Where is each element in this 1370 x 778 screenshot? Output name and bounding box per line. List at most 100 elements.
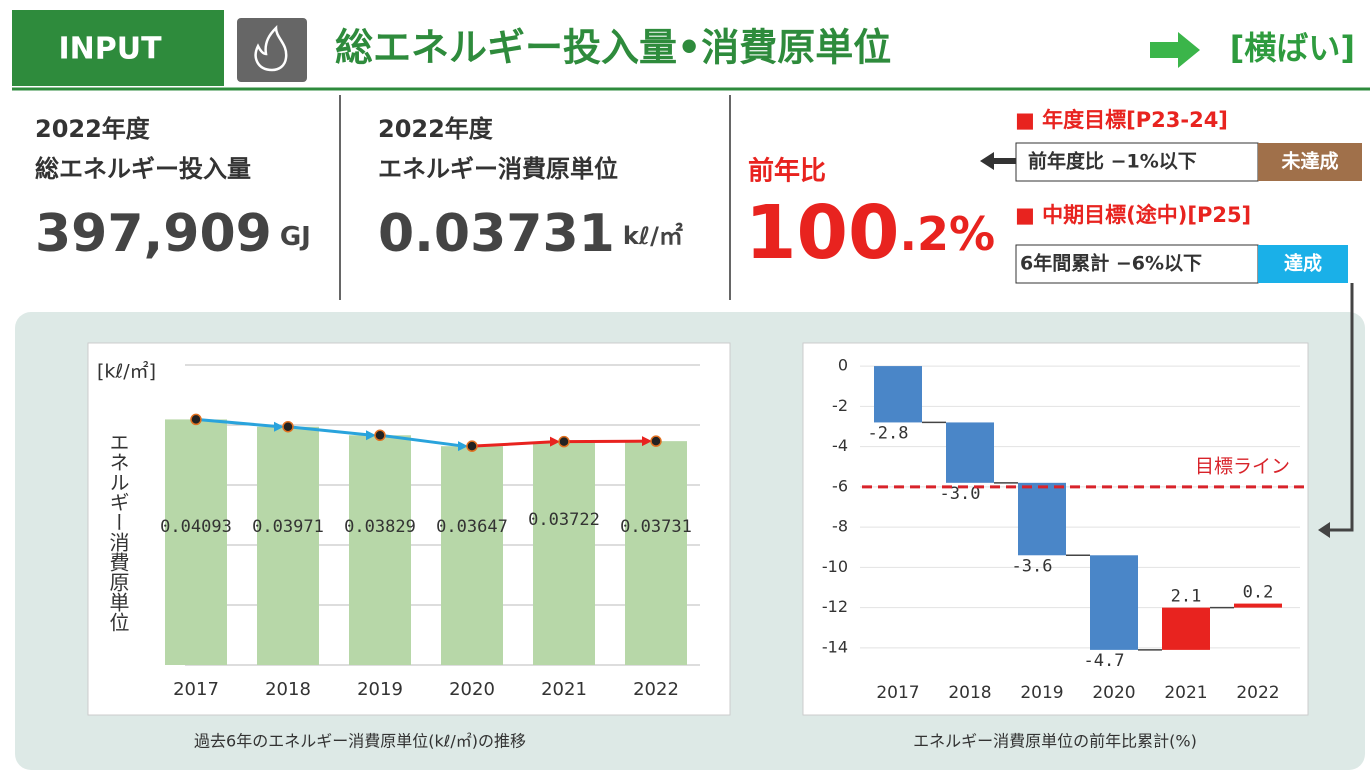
value-label: 0.03731	[620, 517, 692, 537]
x-tick-label: 2019	[1020, 683, 1063, 703]
y-tick-label: -10	[822, 557, 848, 576]
y-tick-label: -4	[832, 436, 848, 455]
line-segment	[471, 440, 557, 448]
x-tick-label: 2017	[876, 683, 919, 703]
line-point	[282, 420, 294, 433]
arrow-left	[980, 152, 1016, 170]
y-tick-label: -2	[832, 396, 848, 415]
line-segment	[195, 417, 281, 429]
value-label: -2.8	[868, 423, 909, 443]
line-arrowhead	[458, 441, 468, 452]
stat-unit: kℓ/㎡	[623, 222, 683, 250]
bar	[165, 419, 227, 665]
stat-unit: GJ	[280, 222, 311, 252]
line-point	[374, 429, 386, 442]
connector-head	[1318, 522, 1330, 538]
x-tick-label: 2021	[1164, 683, 1207, 703]
target-text: 6年間累計 −6%以下	[1020, 252, 1202, 275]
stat-label: エネルギー消費原単位	[378, 155, 618, 183]
bar	[441, 446, 503, 665]
y-tick-label: -12	[822, 597, 848, 616]
x-tick-label: 2021	[541, 679, 587, 700]
stat-number: 0.03731	[378, 204, 615, 264]
bar	[349, 435, 411, 665]
value-label: -4.7	[1084, 651, 1125, 671]
chart-caption: 過去6年のエネルギー消費原単位(kℓ/㎡)の推移	[194, 732, 526, 751]
target-heading: ■ 中期目標(途中)[P25]	[1015, 203, 1251, 227]
x-tick-label: 2020	[1092, 683, 1135, 703]
line-arrowhead	[366, 430, 376, 441]
yoy-rest: .2%	[899, 207, 995, 261]
trend-arrow	[1150, 32, 1200, 68]
connector	[1325, 283, 1354, 532]
bar	[1234, 603, 1282, 608]
status: 未達成	[1280, 150, 1338, 173]
target-heading: ■ 年度目標[P23-24]	[1015, 108, 1228, 132]
x-tick-label: 2018	[265, 679, 311, 700]
line-point	[558, 435, 570, 448]
bar	[1090, 555, 1138, 650]
line-point	[466, 440, 478, 452]
x-tick-label: 2022	[633, 679, 679, 700]
line-point	[190, 413, 202, 426]
trend: [横ばい]	[1230, 29, 1355, 67]
value-label: 0.04093	[160, 517, 232, 537]
header-title: 総エネルギー投入量•消費原単位	[335, 26, 891, 70]
stat-year: 2022年度	[378, 115, 494, 143]
line-segment	[563, 439, 649, 444]
stat-value: 0.03731 kℓ/㎡	[378, 204, 683, 264]
badge: INPUT	[58, 32, 162, 67]
value-label: 0.03722	[528, 510, 600, 530]
y-tick-label: 0	[838, 356, 848, 375]
value-label: 2.1	[1171, 587, 1202, 607]
y-tick-label: -8	[832, 517, 848, 536]
value-label: -3.6	[1012, 556, 1053, 576]
x-tick-label: 2017	[173, 679, 219, 700]
bar	[533, 441, 595, 665]
line-point	[650, 435, 662, 447]
badge-bg	[12, 10, 224, 86]
bar	[1018, 482, 1066, 556]
header-bg	[0, 0, 1370, 88]
icon-bg	[237, 18, 307, 82]
yoy-int: 100	[745, 190, 899, 276]
line-segment	[287, 425, 373, 437]
yoy-label: 前年比	[748, 156, 826, 187]
stat-label: 総エネルギー投入量	[35, 155, 251, 183]
stat-year: 2022年度	[35, 115, 151, 143]
value-label: 0.03971	[252, 517, 324, 537]
stat-number: 397,909	[35, 204, 272, 264]
bar	[874, 366, 922, 423]
value-label: 0.03647	[436, 517, 508, 537]
x-tick-label: 2022	[1236, 683, 1279, 703]
bar	[257, 426, 319, 665]
x-tick-label: 2019	[357, 679, 403, 700]
value-label: -3.0	[940, 484, 981, 504]
bar	[625, 441, 687, 665]
bar	[946, 422, 994, 483]
line-arrowhead	[274, 421, 284, 432]
value-label: 0.03829	[344, 517, 416, 537]
y-unit: [kℓ/㎡]	[97, 360, 156, 383]
yoy-value: 100.2%	[745, 190, 995, 276]
target-text: 前年度比 −1%以下	[1028, 150, 1197, 173]
line-arrowhead	[642, 436, 652, 447]
line-segment	[379, 433, 465, 448]
y-tick-label: -14	[822, 637, 848, 656]
y-axis-label: エネルギー消費原単位	[106, 432, 130, 632]
stat-value: 397,909 GJ	[35, 204, 311, 264]
target-box	[1015, 142, 1259, 182]
status: 達成	[1284, 252, 1322, 275]
chart-caption: エネルギー消費原単位の前年比累計(%)	[913, 732, 1197, 751]
target-label: 目標ライン	[1195, 455, 1290, 477]
x-tick-label: 2018	[948, 683, 991, 703]
value-label: 0.2	[1243, 583, 1274, 603]
status-bg	[1258, 143, 1362, 181]
status-bg	[1258, 245, 1348, 283]
bar	[1162, 607, 1210, 650]
x-tick-label: 2020	[449, 679, 495, 700]
line-arrowhead	[550, 436, 560, 447]
y-tick-label: -6	[832, 476, 848, 495]
flame-icon	[254, 24, 288, 72]
